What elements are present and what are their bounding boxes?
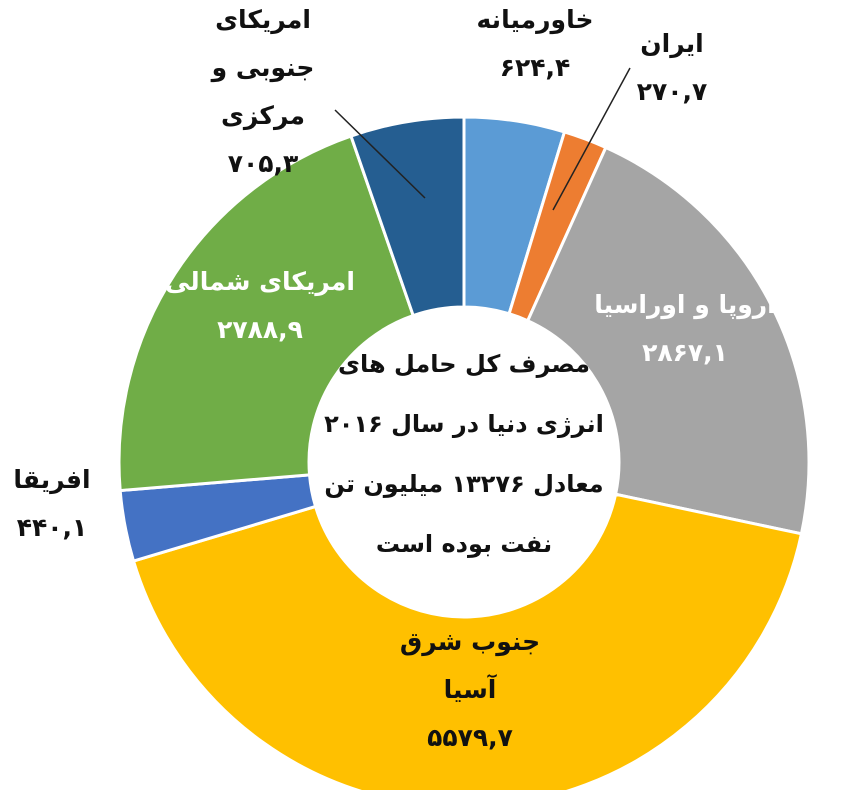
slice-value: ۴۴۰,۱ (17, 513, 88, 542)
slice-label-south-central-america: امریکای جنوبی و مرکزی ۷۰۵,۳ (210, 5, 315, 178)
slice-southeast-asia (131, 492, 804, 790)
slice-europe-eurasia (525, 145, 811, 536)
slice-label-africa: افریقا ۴۴۰,۱ (13, 465, 90, 542)
slice-label-line: امریکای شمالی (165, 267, 355, 297)
slice-label-line: آسیا (444, 674, 498, 704)
slice-label-iran: ایران ۲۷۰,۷ (637, 29, 708, 106)
leader-line-iran (552, 67, 631, 211)
slice-label-middle-east: خاورمیانه ۶۲۴,۴ (477, 5, 594, 82)
slice-label-line: افریقا (13, 465, 90, 495)
center-text: مصرف کل حامل های انرژی دنیا در سال ۲۰۱۶ مع… (324, 350, 604, 558)
center-text-line: نفت بوده است (376, 530, 552, 558)
slice-label-europe-eurasia: اروپا و اوراسیا ۲۸۶۷,۱ (594, 290, 775, 367)
slice-label-line: جنوب شرق (400, 627, 540, 657)
leader-line-south-central-america (334, 109, 426, 199)
slice-label-line: جنوبی و (210, 53, 315, 83)
slice-value: ۷۰۵,۳ (228, 149, 299, 178)
slice-label-line: خاورمیانه (477, 5, 594, 35)
slice-labels: خاورمیانه ۶۲۴,۴ ایران ۲۷۰,۷ اروپا و اوراسیا ۲… (13, 5, 775, 752)
slice-value: ۶۲۴,۴ (500, 53, 571, 82)
slice-label-line: ایران (640, 29, 703, 59)
slice-value: ۵۵۷۹,۷ (427, 723, 513, 752)
slice-north-america (117, 134, 416, 493)
slice-label-line: مرکزی (221, 101, 305, 131)
center-text-line: معادل ۱۳۲۷۶ میلیون تن (324, 470, 603, 498)
slice-label-line: اروپا و اوراسیا (594, 290, 775, 320)
center-text-line: انرژی دنیا در سال ۲۰۱۶ (324, 410, 604, 438)
slice-label-line: امریکای (215, 5, 311, 35)
slice-south-central-america (349, 115, 466, 318)
slice-value: ۲۷۸۸,۹ (217, 315, 303, 344)
slice-label-north-america: امریکای شمالی ۲۷۸۸,۹ (165, 267, 355, 344)
slice-value: ۲۸۶۷,۱ (642, 338, 728, 367)
center-text-line: مصرف کل حامل های (338, 350, 590, 378)
slice-label-southeast-asia: جنوب شرق آسیا ۵۵۷۹,۷ (400, 627, 540, 752)
chart-slices (117, 115, 811, 790)
leader-lines (334, 67, 631, 211)
slice-value: ۲۷۰,۷ (637, 77, 708, 106)
